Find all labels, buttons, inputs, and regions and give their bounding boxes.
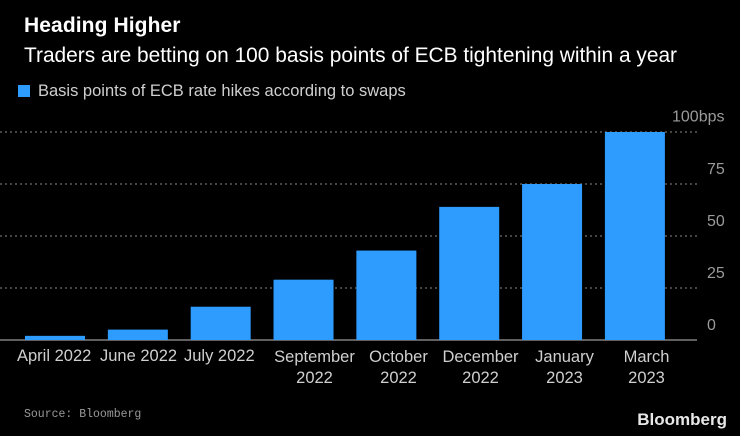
svg-text:0: 0 [707,317,716,334]
svg-text:25: 25 [707,265,725,282]
svg-text:75: 75 [707,161,725,178]
svg-text:50: 50 [707,213,725,230]
svg-text:100bps: 100bps [672,109,725,126]
